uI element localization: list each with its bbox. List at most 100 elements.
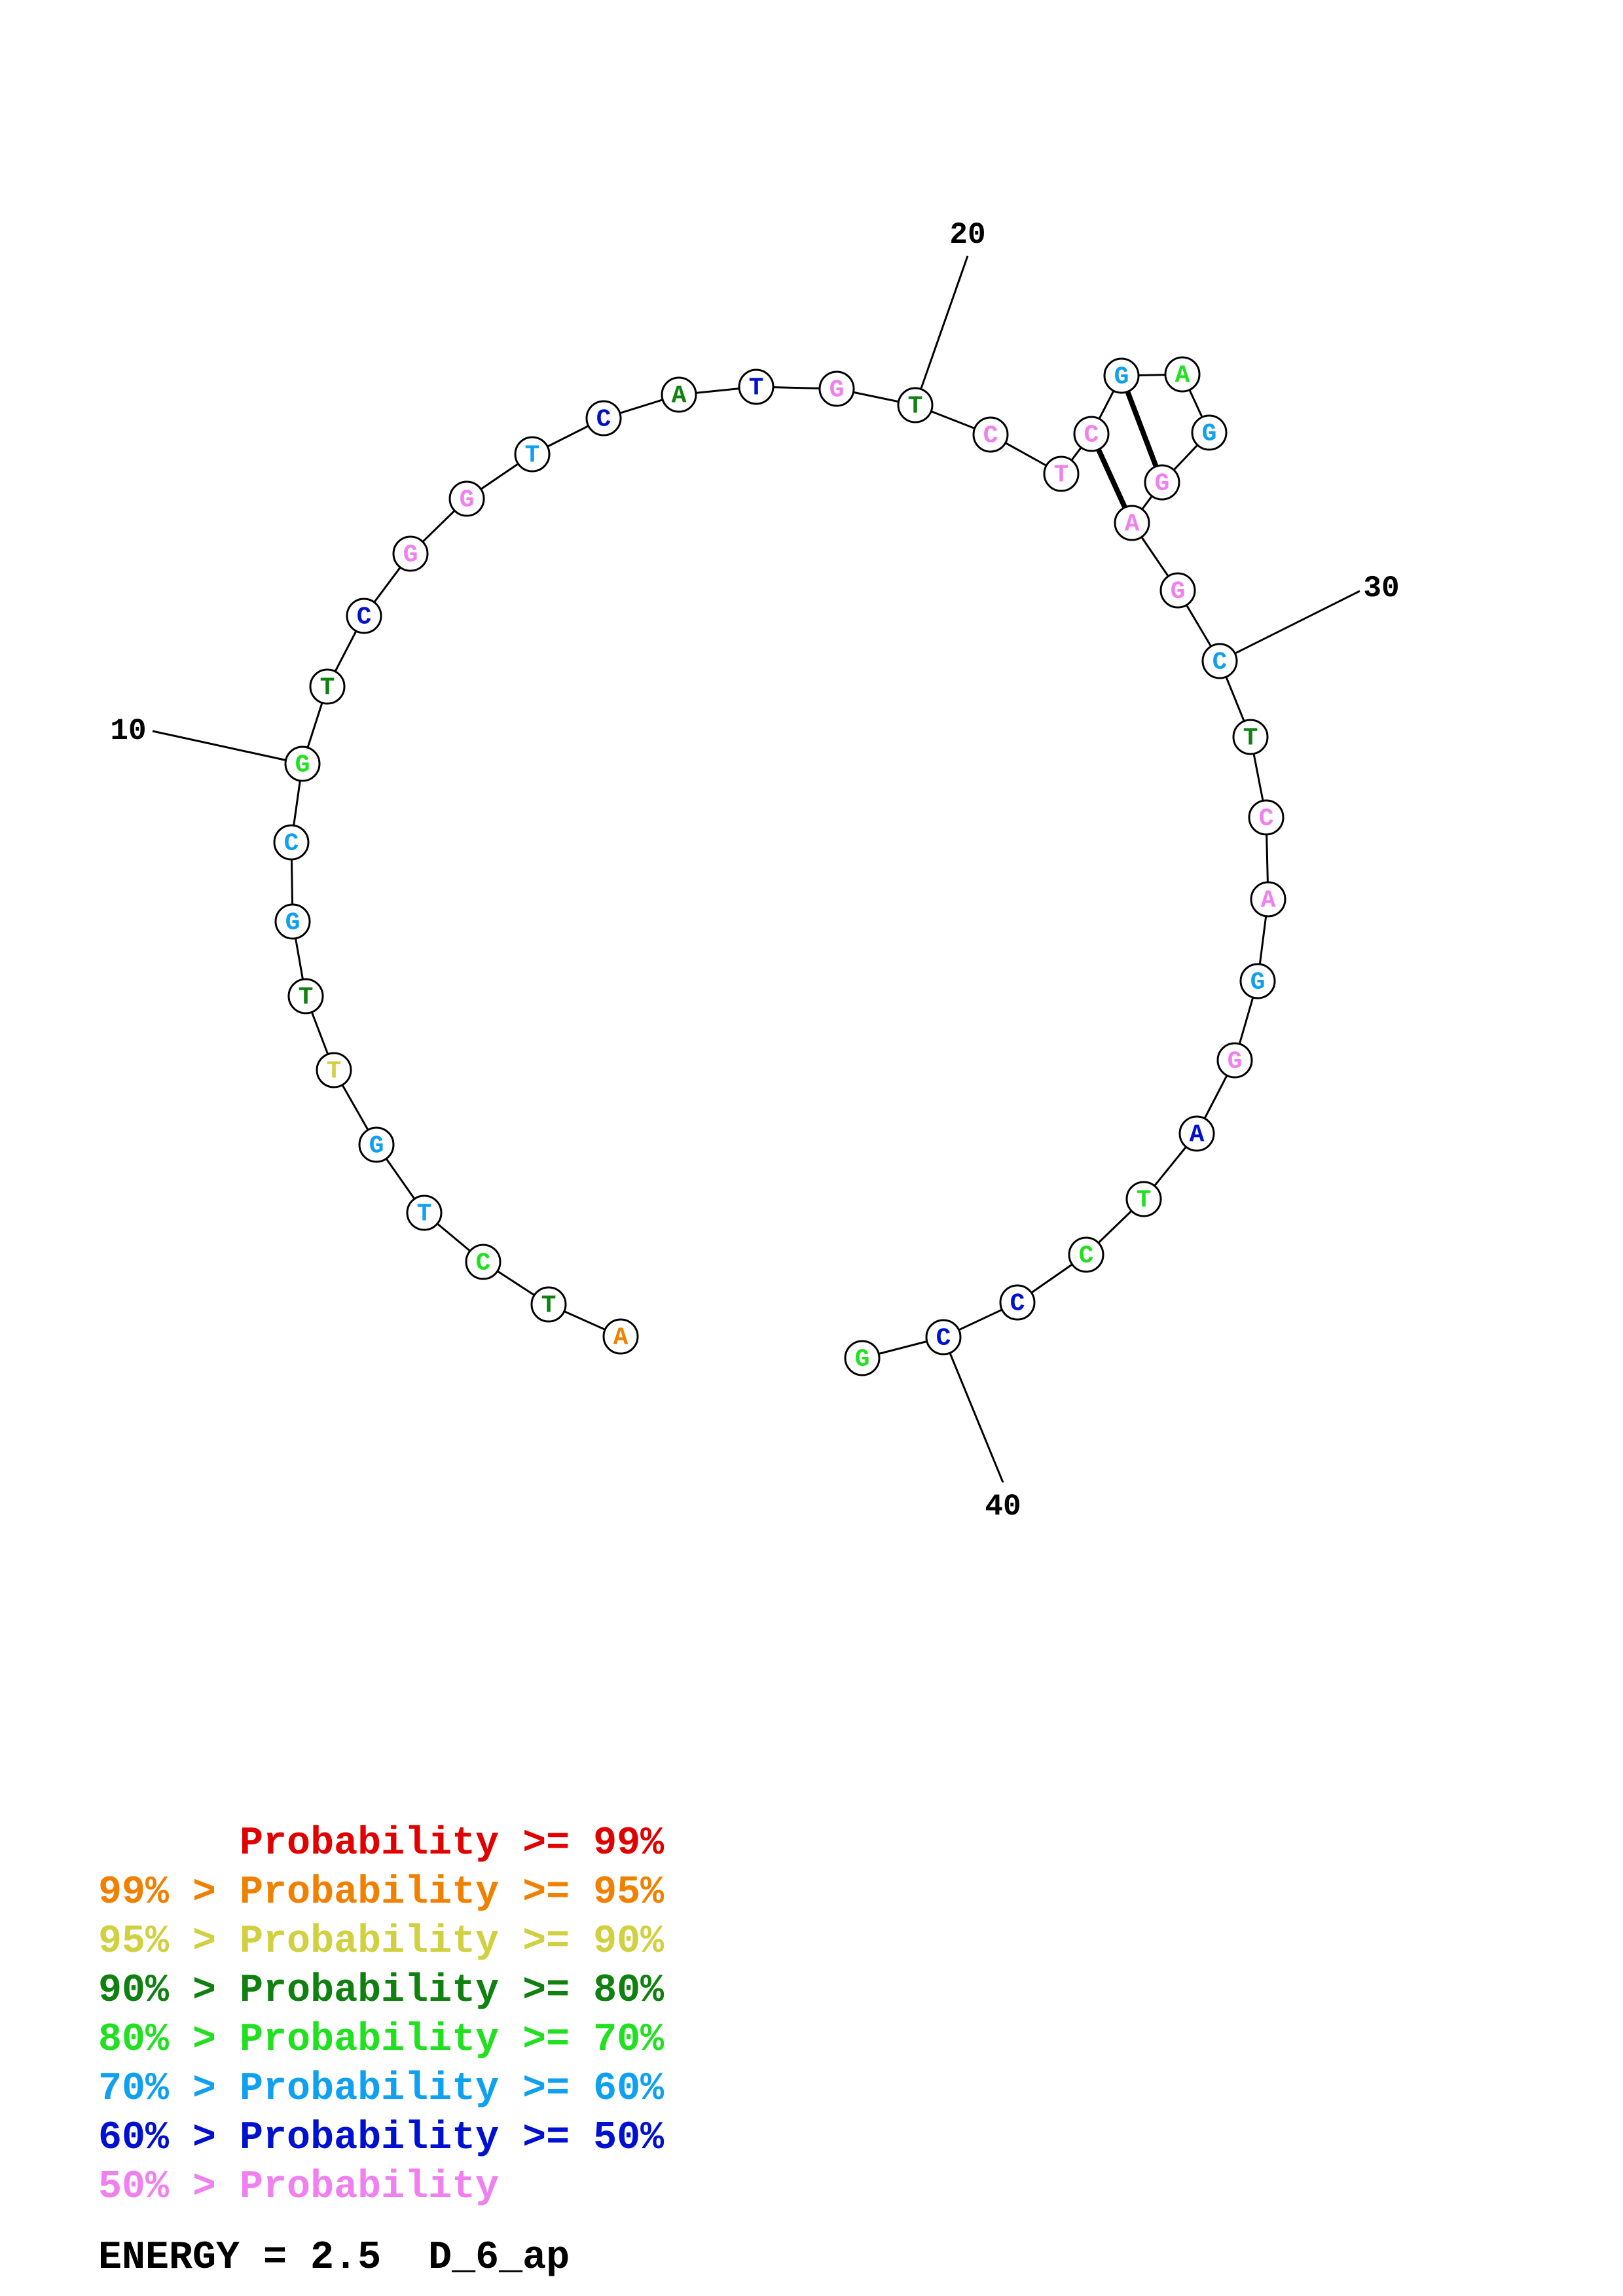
- nucleotide-node: C: [1068, 1236, 1104, 1273]
- nucleotide-node: G: [284, 745, 321, 782]
- nucleotide-node: T: [316, 1052, 352, 1088]
- base-pair-line: [1119, 374, 1165, 484]
- nucleotide-letter: G: [1202, 420, 1217, 448]
- nucleotide-node: T: [406, 1194, 443, 1231]
- nucleotide-circle: [465, 1244, 501, 1280]
- nucleotide-letter: G: [460, 486, 475, 514]
- legend-label: Probability >= 70%: [240, 2018, 665, 2062]
- legend-row: 60% > Probability >= 50%: [98, 2119, 664, 2158]
- nucleotide-letter: A: [672, 382, 687, 410]
- nucleotide-letter: C: [1084, 422, 1099, 450]
- nucleotide-node: G: [1216, 1042, 1253, 1079]
- nucleotide-node: C: [585, 400, 622, 437]
- nucleotide-node: T: [309, 668, 346, 705]
- position-markers: 10 20 30 40: [110, 218, 1399, 1524]
- nucleotide-node: G: [274, 903, 311, 940]
- nucleotide-letter: T: [1137, 1187, 1152, 1215]
- nucleotide-letter: G: [285, 909, 301, 937]
- legend-row: 80% > Probability >= 70%: [98, 2020, 664, 2060]
- nucleotide-circle: [1073, 416, 1110, 452]
- nucleotide-letter: G: [1228, 1048, 1243, 1076]
- nucleotide-circle: [1103, 357, 1140, 394]
- nucleotide-letter: G: [1114, 363, 1129, 391]
- nucleotide-circle: [844, 1340, 881, 1376]
- nucleotide-circle: [530, 1286, 567, 1323]
- nucleotide-letter: G: [855, 1346, 870, 1374]
- nucleotide-node: A: [1164, 356, 1201, 393]
- legend-prefix: 50% >: [98, 2165, 240, 2210]
- base-pair-lines: [1089, 374, 1165, 524]
- nucleotide-node: C: [346, 598, 382, 634]
- nucleotide-circle: [999, 1284, 1036, 1321]
- nucleotide-circle: [602, 1318, 639, 1355]
- nucleotide-circle: [346, 598, 382, 634]
- legend-prefix: 70% >: [98, 2067, 240, 2111]
- position-tick-line: [914, 255, 969, 406]
- nucleotide-letter: G: [830, 376, 845, 404]
- nucleotide-node: T: [1043, 456, 1080, 492]
- nucleotide-node: C: [925, 1319, 962, 1355]
- legend-row: 90% > Probability >= 80%: [98, 1971, 664, 2011]
- nucleotide-circle: [1201, 643, 1238, 679]
- legend-prefix: 90% >: [98, 1969, 240, 2013]
- nucleotide-letter: C: [596, 406, 611, 434]
- energy-label: ENERGY = 2.5 D_6_ap: [98, 2236, 570, 2280]
- nucleotide-node: G: [1159, 572, 1196, 609]
- nucleotide-letter: C: [983, 422, 998, 450]
- position-label: 30: [1363, 571, 1399, 605]
- nucleotide-circle: [1250, 881, 1286, 918]
- nucleotide-circle: [738, 368, 775, 405]
- legend-row: 50% > Probability: [98, 2168, 499, 2207]
- nucleotide-circle: [274, 903, 311, 940]
- nucleotide-node: G: [1239, 963, 1276, 999]
- nucleotide-letter: C: [476, 1249, 491, 1278]
- nucleotide-letter: A: [1190, 1121, 1205, 1149]
- position-tick-line: [152, 730, 303, 765]
- nucleotide-letter: T: [299, 984, 314, 1012]
- nucleotide-letter: G: [403, 541, 418, 569]
- nucleotide-node: G: [358, 1126, 395, 1163]
- nucleotide-node: A: [1114, 505, 1150, 541]
- nucleotide-letter: C: [1213, 649, 1228, 677]
- nucleotide-circle: [818, 370, 855, 407]
- nucleotide-circle: [1216, 1042, 1253, 1079]
- nucleotide-letter: T: [1243, 725, 1258, 753]
- nucleotide-letter: C: [936, 1325, 951, 1353]
- nucleotide-circle: [972, 416, 1009, 453]
- legend-prefix: 95% >: [98, 1920, 240, 1964]
- legend-row: 99% > Probability >= 95%: [98, 1873, 664, 1912]
- nucleotide-node: T: [1125, 1181, 1162, 1217]
- nucleotide-letter: A: [1125, 511, 1140, 539]
- position-tick-line: [1219, 590, 1360, 662]
- nucleotide-circle: [925, 1319, 962, 1355]
- nucleotide-node: G: [1144, 464, 1180, 501]
- nucleotide-letter: A: [1175, 362, 1190, 390]
- nucleotide-letter: G: [369, 1132, 384, 1160]
- nucleotide-circle: [1191, 414, 1228, 451]
- nucleotide-letter: G: [1250, 969, 1266, 997]
- nucleotide-letter: G: [1171, 578, 1186, 606]
- nucleotide-letter: T: [417, 1200, 432, 1229]
- legend-label: Probability >= 80%: [240, 1969, 665, 2013]
- nucleotide-circle: [406, 1194, 443, 1231]
- nucleotide-letter: C: [1259, 805, 1274, 833]
- legend-row: 95% > Probability >= 90%: [98, 1922, 664, 1962]
- nucleotide-circle: [392, 535, 429, 572]
- nucleotide-circle: [514, 436, 551, 473]
- nucleotide-letter: T: [1054, 461, 1069, 490]
- nucleotide-node: C: [1248, 799, 1285, 836]
- nucleotide-node: G: [1103, 357, 1140, 394]
- legend-prefix: 80% >: [98, 2018, 240, 2062]
- nucleotide-letter: T: [541, 1292, 556, 1320]
- nucleotide-node: A: [602, 1318, 639, 1355]
- legend-row: 70% > Probability >= 60%: [98, 2070, 664, 2109]
- position-tick-line: [942, 1336, 1004, 1483]
- nucleotide-node: A: [661, 376, 697, 413]
- nucleotide-node: T: [287, 978, 324, 1014]
- nucleotide-letter: G: [295, 751, 310, 780]
- nucleotide-circle: [316, 1052, 352, 1088]
- legend-label: Probability >= 90%: [240, 1920, 665, 1964]
- legend-label: Probability >= 60%: [240, 2067, 665, 2111]
- nucleotide-node: G: [844, 1340, 881, 1376]
